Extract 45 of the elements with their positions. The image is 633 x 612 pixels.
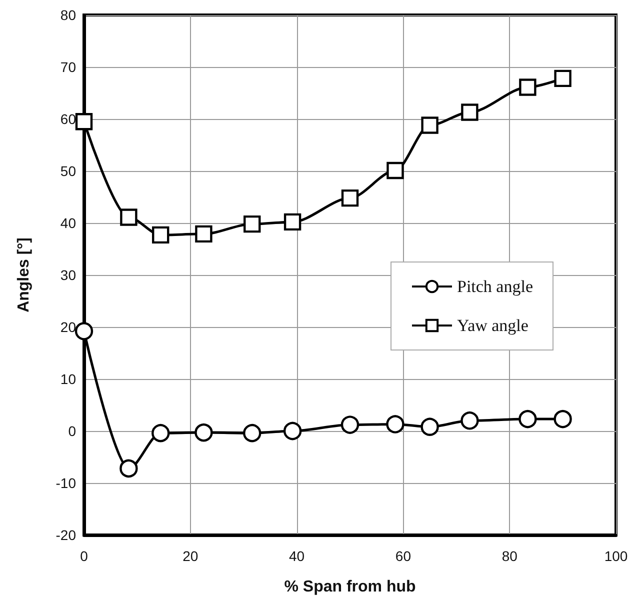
point — [120, 208, 138, 226]
point — [421, 116, 438, 134]
y-axis-title: Angles [°] — [16, 238, 32, 312]
point — [386, 415, 404, 434]
point — [461, 104, 478, 121]
y-tick-label: 70 — [60, 59, 76, 75]
legend-label: Pitch angle — [456, 277, 534, 296]
y-tick-label: -10 — [56, 475, 76, 491]
point — [283, 422, 302, 440]
point — [420, 418, 439, 436]
y-tick-label: 0 — [68, 423, 76, 439]
point — [74, 322, 94, 340]
point — [152, 424, 170, 442]
point — [340, 416, 360, 434]
point — [386, 162, 404, 180]
point — [195, 225, 212, 243]
x-tick-label: 60 — [395, 548, 412, 564]
point — [244, 215, 261, 233]
point — [460, 412, 479, 430]
point — [284, 213, 302, 231]
point — [554, 410, 572, 428]
point — [120, 459, 138, 478]
y-tick-label: 30 — [60, 267, 76, 283]
x-tick-label: 20 — [182, 548, 198, 564]
y-tick-label: 10 — [60, 371, 76, 387]
y-tick-label: 40 — [60, 215, 76, 231]
legend-label: Yaw angle — [456, 316, 528, 335]
y-tick-label: 60 — [60, 111, 76, 127]
y-tick-label: -20 — [56, 527, 76, 543]
point — [194, 423, 213, 442]
point — [519, 78, 536, 96]
x-axis-title: % Span from hub — [284, 578, 416, 596]
x-tick-label: 80 — [502, 548, 518, 564]
point — [243, 424, 262, 442]
y-tick-label: 20 — [60, 319, 76, 335]
y-tick-label: 80 — [60, 7, 76, 23]
y-tick-label: 50 — [60, 163, 76, 179]
point — [152, 226, 170, 244]
point — [518, 410, 537, 428]
x-tick-label: 0 — [80, 548, 88, 564]
point — [75, 113, 93, 130]
x-tick-label: 100 — [604, 548, 628, 564]
x-tick-label: 40 — [289, 548, 305, 564]
point — [554, 70, 572, 88]
point — [341, 189, 359, 207]
